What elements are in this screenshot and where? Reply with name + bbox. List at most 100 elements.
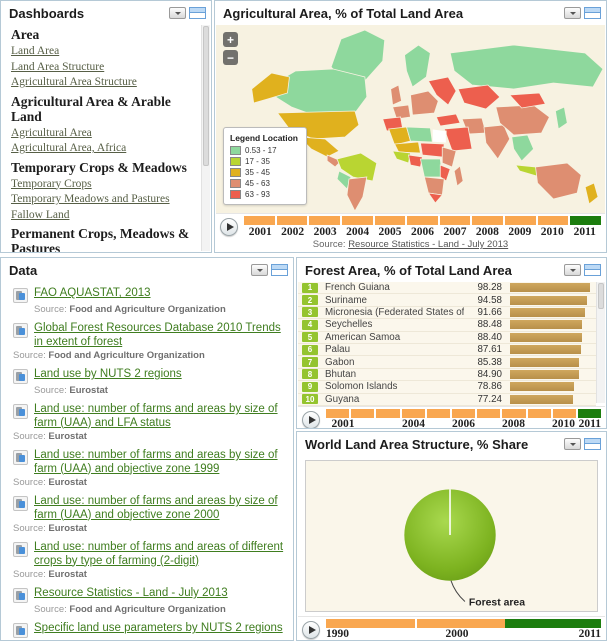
maximize-panel-icon[interactable] — [584, 438, 601, 450]
pie-slice-forest-area[interactable] — [404, 489, 496, 581]
maximize-panel-icon[interactable] — [584, 7, 601, 19]
dataset-link[interactable]: Global Forest Resources Database 2010 Tr… — [34, 322, 281, 348]
map-region-central-africa[interactable] — [419, 158, 443, 178]
maximize-panel-icon[interactable] — [271, 264, 288, 276]
table-row[interactable]: 8 Bhutan 84.90 — [298, 369, 596, 382]
timeline-segment[interactable] — [502, 409, 528, 418]
map-region-east-africa[interactable] — [439, 164, 451, 182]
map-region-se-asia[interactable] — [511, 134, 535, 162]
timeline-year-segment[interactable] — [505, 216, 538, 225]
timeline-segment[interactable] — [527, 409, 553, 418]
map-region-west-africa[interactable] — [391, 150, 411, 164]
play-button[interactable] — [302, 621, 320, 639]
maximize-panel-icon[interactable] — [584, 264, 601, 276]
timeline-year-segment[interactable] — [276, 216, 310, 225]
map-region-saudi-arabia[interactable] — [443, 126, 473, 152]
forest-timeline-bar[interactable] — [326, 409, 602, 418]
table-row[interactable]: 7 Gabon 85.38 — [298, 356, 596, 369]
map-region-australia[interactable] — [535, 162, 582, 200]
map-region-new-zealand[interactable] — [584, 182, 599, 205]
map-timeline-bar[interactable] — [244, 216, 602, 225]
map-region-japan[interactable] — [554, 106, 568, 130]
timeline-year-segment[interactable] — [309, 216, 342, 225]
table-row[interactable]: 6 Palau 87.61 — [298, 344, 596, 357]
timeline-year-segment[interactable] — [374, 216, 408, 225]
dashboard-link[interactable]: Land Area — [11, 45, 60, 57]
map-region-mexico[interactable] — [298, 136, 340, 158]
map-region-algeria-libya[interactable] — [405, 126, 433, 143]
map-region-central-europe[interactable] — [410, 90, 439, 116]
play-button[interactable] — [220, 218, 238, 236]
dataset-link[interactable]: FAO AQUASTAT, 2013 — [34, 287, 151, 299]
collapse-panel-icon[interactable] — [564, 7, 581, 19]
forest-scrollbar[interactable] — [596, 282, 605, 403]
dataset-link[interactable]: Resource Statistics - Land - July 2013 — [34, 587, 228, 599]
dataset-link[interactable]: Specific land use parameters by NUTS 2 r… — [34, 622, 283, 634]
pie-timeline-bar[interactable] — [326, 619, 601, 628]
table-row[interactable]: 4 Seychelles 88.48 — [298, 319, 596, 332]
map-region-kazakhstan[interactable] — [457, 84, 501, 110]
map-region-russia[interactable] — [449, 44, 604, 90]
dashboard-link[interactable]: Fallow Land — [11, 208, 70, 221]
map-region-egypt[interactable] — [431, 128, 447, 144]
timeline-year-segment[interactable] — [439, 216, 473, 225]
timeline-segment[interactable] — [477, 409, 503, 418]
map-region-south-america[interactable] — [336, 152, 378, 182]
timeline-year-segment[interactable] — [570, 216, 602, 225]
map-region-nigeria[interactable] — [408, 154, 423, 168]
dataset-link[interactable]: Land use: number of farms and areas by s… — [34, 403, 278, 429]
timeline-segment[interactable] — [552, 409, 578, 418]
table-row[interactable]: 10 Guyana 77.24 — [298, 394, 596, 406]
map-region-horn-africa[interactable] — [441, 146, 457, 168]
source-link[interactable]: Resource Statistics - Land - July 2013 — [348, 239, 509, 250]
table-row[interactable]: 3 Micronesia (Federated States of) 91.66 — [298, 307, 596, 320]
dashboard-link[interactable]: Agricultural Area Structure — [11, 76, 137, 88]
map-zoom-in-button[interactable]: + — [223, 32, 238, 47]
timeline-year-segment[interactable] — [472, 216, 506, 225]
dashboard-link[interactable]: Land Area Structure — [11, 60, 105, 73]
map-region-alaska[interactable] — [251, 72, 290, 104]
dataset-link[interactable]: Land use: number of farms and areas by s… — [34, 495, 278, 521]
table-row[interactable]: 1 French Guiana 98.28 — [298, 282, 596, 295]
collapse-panel-icon[interactable] — [169, 7, 186, 19]
map-region-uk[interactable] — [390, 84, 403, 106]
map-zoom-out-button[interactable]: − — [223, 50, 238, 65]
timeline-year-segment[interactable] — [407, 216, 440, 225]
map-region-turkey[interactable] — [435, 113, 461, 127]
map-region-canada[interactable] — [271, 68, 368, 116]
map-region-sudan[interactable] — [419, 142, 445, 158]
timeline-segment[interactable] — [426, 409, 452, 418]
collapse-panel-icon[interactable] — [251, 264, 268, 276]
map-region-eastern-europe[interactable] — [427, 76, 457, 106]
dashboards-scrollbar[interactable] — [201, 25, 210, 251]
dashboard-link[interactable]: Temporary Crops — [11, 177, 92, 190]
map-region-mongolia[interactable] — [508, 92, 547, 109]
map-region-scandinavia[interactable] — [404, 44, 431, 88]
map-region-central-america[interactable] — [326, 154, 342, 168]
map-region-madagascar[interactable] — [453, 165, 464, 187]
table-row[interactable]: 9 Solomon Islands 78.86 — [298, 381, 596, 394]
dataset-link[interactable]: Land use: number of farms and areas of d… — [34, 541, 284, 567]
table-row[interactable]: 2 Suriname 94.58 — [298, 294, 596, 307]
dashboard-link[interactable]: Agricultural Area, Africa — [11, 142, 127, 154]
play-button[interactable] — [302, 411, 320, 428]
dashboard-link[interactable]: Agricultural Area — [11, 126, 92, 139]
timeline-segment[interactable] — [351, 409, 377, 418]
map-region-argentina[interactable] — [346, 176, 368, 212]
timeline-segment[interactable] — [451, 409, 478, 418]
timeline-segment[interactable] — [376, 409, 402, 418]
choropleth-map[interactable]: + − Legend Location 0.53 - 17 17 - 35 35 -… — [216, 25, 605, 213]
maximize-panel-icon[interactable] — [189, 7, 206, 19]
timeline-segment[interactable] — [577, 409, 602, 418]
timeline-year-segment[interactable] — [341, 216, 375, 225]
timeline-year-segment[interactable] — [244, 216, 277, 225]
dashboard-link[interactable]: Temporary Meadows and Pastures — [11, 193, 170, 205]
map-region-india[interactable] — [483, 124, 511, 160]
dataset-link[interactable]: Land use by NUTS 2 regions — [34, 368, 182, 380]
map-region-france[interactable] — [392, 104, 411, 120]
map-region-south-africa[interactable] — [427, 192, 444, 204]
table-row[interactable]: 5 American Samoa 88.40 — [298, 332, 596, 344]
map-region-southern-africa[interactable] — [423, 176, 445, 196]
map-region-peru[interactable] — [336, 170, 352, 190]
collapse-panel-icon[interactable] — [564, 264, 581, 276]
